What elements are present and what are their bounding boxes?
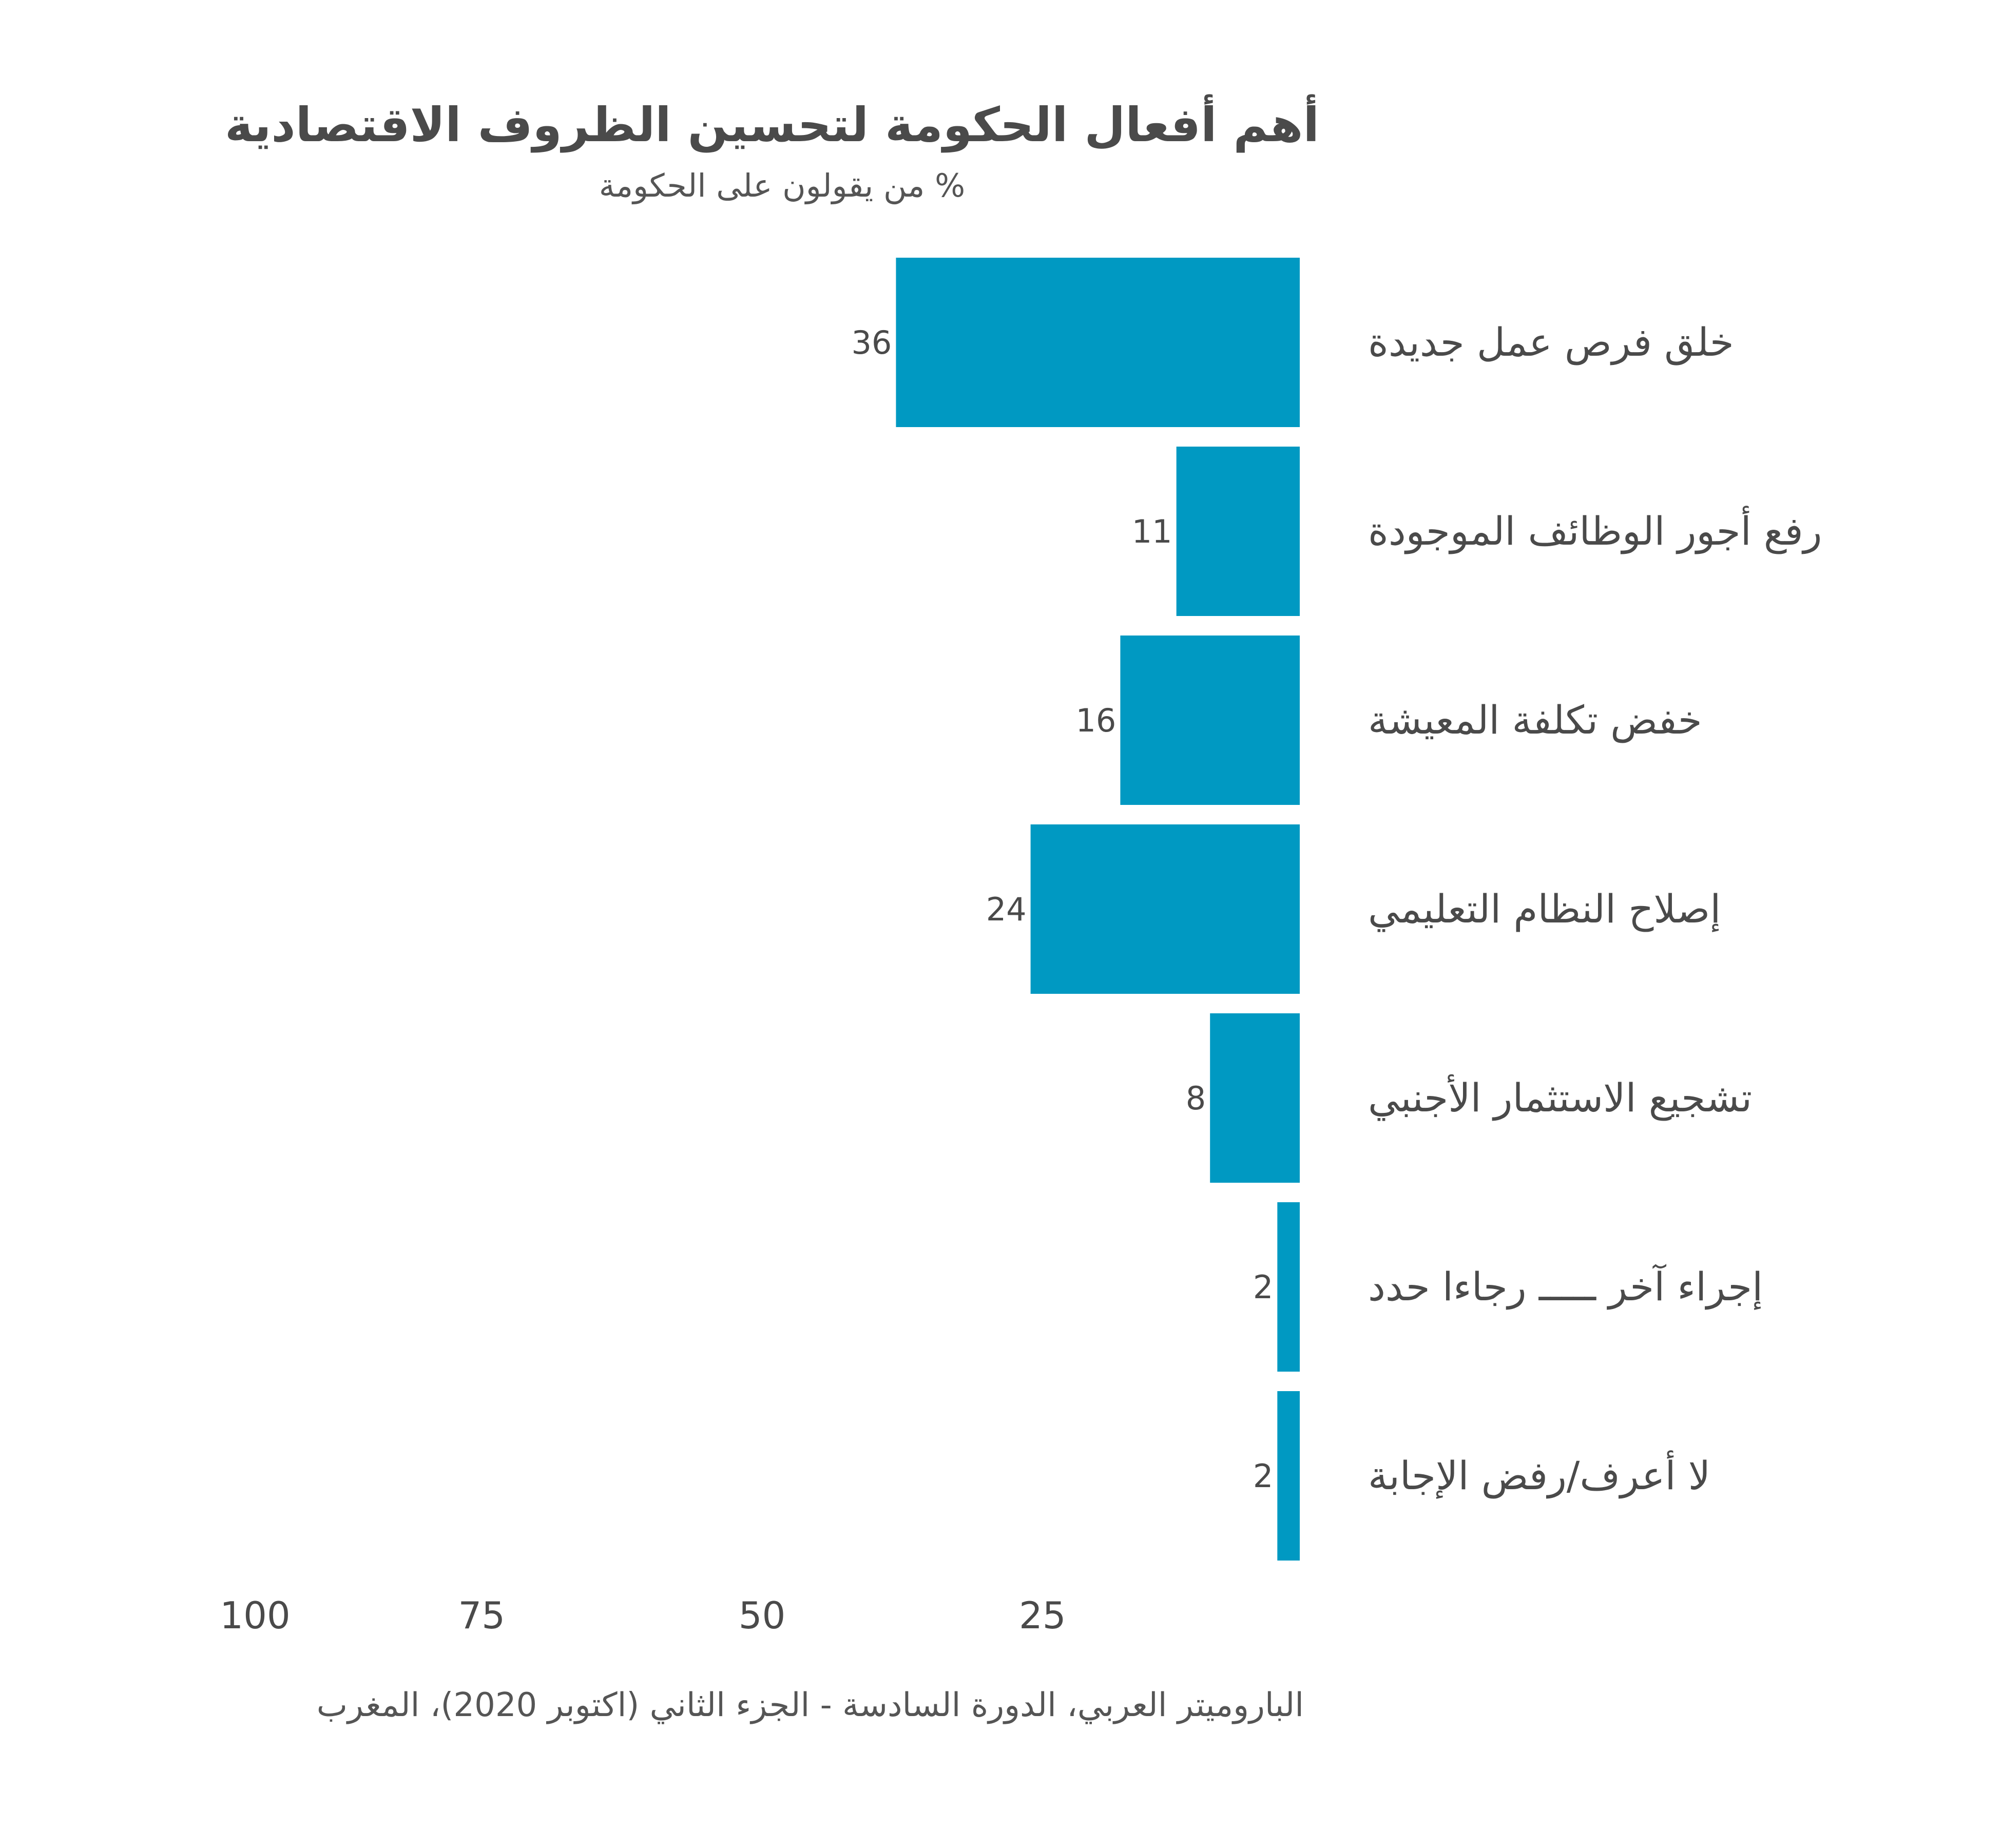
category-label-1: رفع أجور الوظائف الموجودة [1368, 506, 1822, 554]
x-tick-label-3: 25 [1019, 1594, 1066, 1637]
category-label-6: لا أعرف/رفض الإجابة [1368, 1450, 1710, 1499]
bars-group [896, 258, 1300, 1561]
x-axis-ticks-group: 100 75 50 25 [220, 1594, 1066, 1637]
x-tick-label-1: 75 [458, 1594, 505, 1637]
category-label-3: إصلاح النظام التعليمي [1368, 886, 1721, 932]
bar-5 [1277, 1202, 1300, 1372]
value-label-6: 2 [1253, 1457, 1273, 1495]
bar-1 [1176, 447, 1300, 616]
bar-2 [1120, 636, 1300, 805]
value-label-0: 36 [851, 324, 892, 361]
value-label-4: 8 [1186, 1080, 1206, 1117]
bar-0 [896, 258, 1300, 427]
x-tick-label-0: 100 [220, 1594, 290, 1637]
value-label-2: 16 [1075, 702, 1116, 739]
category-label-0: خلق فرص عمل جديدة [1368, 319, 1734, 365]
chart-title: أهم أفعال الحكومة لتحسين الظروف الاقتصاد… [225, 98, 1319, 152]
category-labels-group: خلق فرص عمل جديدة رفع أجور الوظائف الموجو… [1368, 319, 1822, 1499]
chart-subtitle: % من يقولون على الحكومة [599, 167, 965, 204]
value-label-5: 2 [1253, 1268, 1273, 1306]
value-label-3: 24 [986, 891, 1027, 928]
value-labels-group: 36 11 16 24 8 2 2 [851, 324, 1273, 1495]
bar-6 [1277, 1391, 1300, 1561]
source-note: الباروميتر العربي، الدورة السادسة - الجز… [316, 1686, 1304, 1724]
value-label-1: 11 [1132, 513, 1172, 550]
category-label-5: إجراء آخر ـــــ رجاءا حدد [1368, 1264, 1763, 1310]
category-label-2: خفض تكلفة المعيشة [1368, 697, 1702, 743]
bar-3 [1030, 824, 1300, 994]
x-tick-label-2: 50 [739, 1594, 786, 1637]
category-label-4: تشجيع الاستثمار الأجنبي [1368, 1074, 1752, 1121]
bar-4 [1210, 1013, 1300, 1183]
